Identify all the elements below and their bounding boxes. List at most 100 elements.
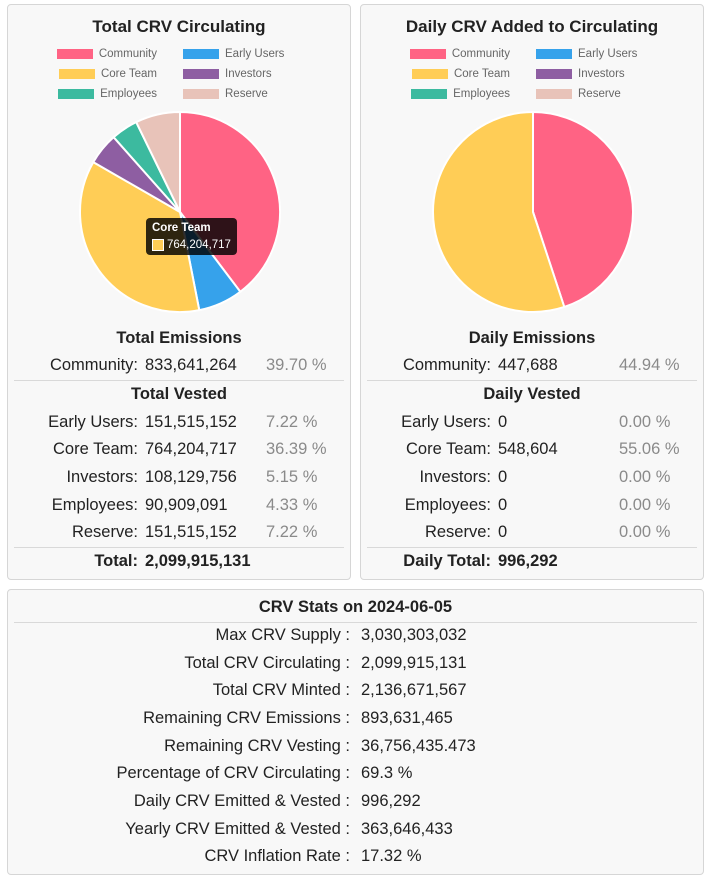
pie-slice-reserve[interactable] xyxy=(134,110,181,213)
row-value: 151,515,152 xyxy=(145,523,237,541)
stat-value: 363,646,433 xyxy=(361,820,453,838)
stat-label: Total CRV Circulating : xyxy=(184,654,350,672)
legend-swatch xyxy=(536,69,572,79)
divider xyxy=(367,547,697,548)
crv-stats-panel: CRV Stats on 2024-06-05 Max CRV Supply :… xyxy=(7,589,704,875)
legend-swatch xyxy=(183,69,219,79)
total-label: Total: xyxy=(94,552,138,570)
row-percent: 4.33 % xyxy=(266,496,318,514)
stat-row: Daily CRV Emitted & Vested : 996,292 xyxy=(8,792,703,814)
stat-row: Total CRV Minted : 2,136,671,567 xyxy=(8,681,703,703)
legend-item-core-team[interactable]: Core Team xyxy=(8,66,175,82)
legend-label: Core Team xyxy=(453,68,510,80)
vested-row: Early Users: 0 0.00 % xyxy=(361,413,703,435)
daily-circulating-title: Daily CRV Added to Circulating xyxy=(405,17,659,36)
legend-item-employees[interactable]: Employees xyxy=(361,86,528,102)
row-percent: 0.00 % xyxy=(619,496,671,514)
row-value: 0 xyxy=(498,413,508,431)
stat-value: 2,136,671,567 xyxy=(361,681,467,699)
legend-item-employees[interactable]: Employees xyxy=(8,86,175,102)
stat-value: 3,030,303,032 xyxy=(361,626,467,644)
stat-row: Remaining CRV Emissions : 893,631,465 xyxy=(8,709,703,731)
legend-swatch xyxy=(56,49,93,59)
vested-row: Core Team: 764,204,717 36.39 % xyxy=(8,440,350,462)
legend-item-investors[interactable]: Investors xyxy=(183,66,350,82)
emissions-heading: Total Emissions xyxy=(116,329,242,347)
row-value: 548,604 xyxy=(498,440,558,458)
legend-label: Reserve xyxy=(225,88,268,100)
total-circulating-title: Total CRV Circulating xyxy=(92,17,266,36)
row-label: Community: xyxy=(402,356,491,374)
row-label: Reserve: xyxy=(424,523,491,541)
row-value: 0 xyxy=(498,468,508,486)
row-label: Community: xyxy=(49,356,138,374)
stat-row: Total CRV Circulating : 2,099,915,131 xyxy=(8,654,703,676)
legend-item-investors[interactable]: Investors xyxy=(536,66,703,82)
legend-swatch xyxy=(409,49,446,59)
legend-item-community[interactable]: Community xyxy=(361,46,528,62)
stat-row: CRV Inflation Rate : 17.32 % xyxy=(8,847,703,869)
daily-circulating-pie-chart[interactable] xyxy=(361,5,705,325)
legend-item-early-users[interactable]: Early Users xyxy=(183,46,350,62)
stat-label: Total CRV Minted : xyxy=(212,681,350,699)
row-percent: 44.94 % xyxy=(619,356,680,374)
row-percent: 55.06 % xyxy=(619,440,680,458)
pie-slice-community[interactable] xyxy=(532,110,634,309)
row-value: 0 xyxy=(498,523,508,541)
vested-row: Reserve: 0 0.00 % xyxy=(361,523,703,545)
stat-row: Percentage of CRV Circulating : 69.3 % xyxy=(8,764,703,786)
legend-label: Investors xyxy=(225,68,272,80)
divider xyxy=(14,380,344,381)
stat-row: Max CRV Supply : 3,030,303,032 xyxy=(8,626,703,648)
row-label: Early Users: xyxy=(48,413,138,431)
stat-row: Remaining CRV Vesting : 36,756,435.473 xyxy=(8,737,703,759)
legend-item-core-team[interactable]: Core Team xyxy=(361,66,528,82)
pie-slice-core-team[interactable] xyxy=(432,110,566,313)
vested-row: Employees: 90,909,091 4.33 % xyxy=(8,496,350,518)
legend-label: Employees xyxy=(453,88,510,100)
legend-item-reserve[interactable]: Reserve xyxy=(536,86,703,102)
divider xyxy=(367,380,697,381)
stat-label: CRV Inflation Rate : xyxy=(204,847,350,865)
legend-label: Early Users xyxy=(225,48,285,60)
total-value: 996,292 xyxy=(498,552,558,570)
emissions-heading: Daily Emissions xyxy=(468,329,596,347)
stat-value: 996,292 xyxy=(361,792,421,810)
row-value: 0 xyxy=(498,496,508,514)
legend-swatch xyxy=(411,69,448,79)
legend-item-early-users[interactable]: Early Users xyxy=(536,46,703,62)
legend-label: Investors xyxy=(578,68,625,80)
tooltip-swatch xyxy=(152,239,164,251)
stat-label: Daily CRV Emitted & Vested : xyxy=(133,792,350,810)
row-value: 764,204,717 xyxy=(145,440,237,458)
legend-swatch xyxy=(58,89,95,99)
legend-swatch xyxy=(411,89,448,99)
chart-tooltip: Core Team 764,204,717 xyxy=(146,218,237,255)
pie-slice-core-team[interactable] xyxy=(79,160,201,313)
stat-row: Yearly CRV Emitted & Vested : 363,646,43… xyxy=(8,820,703,842)
total-circulating-pie-chart[interactable] xyxy=(8,5,352,325)
legend-label: Community xyxy=(451,48,510,60)
row-value: 447,688 xyxy=(498,356,558,374)
row-label: Early Users: xyxy=(401,413,491,431)
row-label: Employees: xyxy=(51,496,138,514)
divider xyxy=(14,622,697,623)
stat-label: Percentage of CRV Circulating : xyxy=(116,764,350,782)
legend-item-reserve[interactable]: Reserve xyxy=(183,86,350,102)
vested-row: Investors: 108,129,756 5.15 % xyxy=(8,468,350,490)
legend-item-community[interactable]: Community xyxy=(8,46,175,62)
legend-swatch xyxy=(58,69,95,79)
legend-label: Core Team xyxy=(100,68,157,80)
stat-label: Remaining CRV Vesting : xyxy=(164,737,350,755)
vested-heading: Total Vested xyxy=(131,385,227,403)
row-label: Core Team: xyxy=(406,440,491,458)
row-percent: 36.39 % xyxy=(266,440,327,458)
row-value: 833,641,264 xyxy=(145,356,237,374)
row-percent: 0.00 % xyxy=(619,523,671,541)
vested-row: Reserve: 151,515,152 7.22 % xyxy=(8,523,350,545)
legend-label: Early Users xyxy=(578,48,638,60)
legend-swatch xyxy=(536,89,572,99)
emissions-row: Community: 447,688 44.94 % xyxy=(361,356,703,378)
pie-slice-community[interactable] xyxy=(179,110,281,294)
vested-row: Investors: 0 0.00 % xyxy=(361,468,703,490)
